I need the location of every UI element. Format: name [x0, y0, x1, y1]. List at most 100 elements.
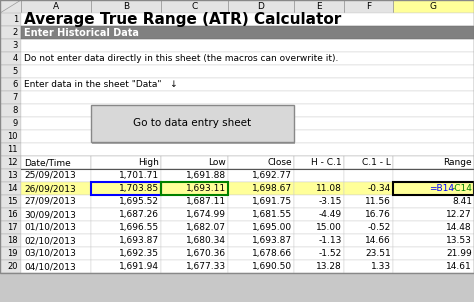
Text: Low: Low	[208, 158, 226, 167]
Text: 17: 17	[8, 223, 18, 232]
Text: -C14: -C14	[451, 184, 472, 193]
Text: 1,695.52: 1,695.52	[119, 197, 159, 206]
Text: 7: 7	[13, 93, 18, 102]
Text: 5: 5	[13, 67, 18, 76]
Bar	[344, 195, 393, 208]
Bar	[91, 221, 161, 234]
Text: 4: 4	[13, 54, 18, 63]
Text: F: F	[366, 2, 371, 11]
Text: 1,692.35: 1,692.35	[119, 249, 159, 258]
Text: 19: 19	[8, 249, 18, 258]
Text: 11.56: 11.56	[365, 197, 391, 206]
Text: 12: 12	[8, 158, 18, 167]
Text: High: High	[138, 158, 159, 167]
Bar	[161, 182, 228, 195]
Text: 16.76: 16.76	[365, 210, 391, 219]
Bar	[0, 169, 21, 182]
Text: Enter data in the sheet "Data"   ↓: Enter data in the sheet "Data" ↓	[24, 80, 178, 89]
Bar	[91, 195, 161, 208]
Bar	[294, 0, 344, 13]
Text: 18: 18	[8, 236, 18, 245]
Text: 14.61: 14.61	[446, 262, 472, 271]
Text: 3: 3	[13, 41, 18, 50]
Bar	[294, 208, 344, 221]
Bar	[344, 221, 393, 234]
Bar	[21, 91, 474, 104]
Text: H - C.1: H - C.1	[311, 158, 342, 167]
Text: G: G	[430, 2, 437, 11]
Bar	[91, 156, 161, 169]
Bar	[161, 0, 228, 13]
Bar	[228, 0, 294, 13]
Text: 02/10/2013: 02/10/2013	[24, 236, 76, 245]
Bar	[21, 260, 474, 273]
Bar	[0, 143, 21, 156]
Text: 1,682.07: 1,682.07	[186, 223, 226, 232]
Bar	[0, 104, 21, 117]
Bar	[228, 247, 294, 260]
Bar	[228, 208, 294, 221]
Text: 30/09/2013: 30/09/2013	[24, 210, 76, 219]
Bar	[161, 208, 228, 221]
Bar	[294, 260, 344, 273]
Text: Go to data entry sheet: Go to data entry sheet	[134, 118, 252, 128]
Bar	[393, 208, 474, 221]
Text: 8.41: 8.41	[452, 197, 472, 206]
Text: 12.27: 12.27	[447, 210, 472, 219]
Bar	[0, 78, 21, 91]
Text: C: C	[191, 2, 198, 11]
Text: 1,674.99: 1,674.99	[186, 210, 226, 219]
Bar	[344, 208, 393, 221]
Bar	[393, 182, 474, 195]
Bar	[21, 234, 91, 247]
Bar	[21, 195, 91, 208]
Text: 1,680.34: 1,680.34	[186, 236, 226, 245]
Text: 16: 16	[8, 210, 18, 219]
Bar	[21, 13, 474, 26]
Bar	[0, 0, 21, 13]
Bar	[228, 221, 294, 234]
Text: 14: 14	[8, 184, 18, 193]
Bar	[21, 39, 474, 52]
Bar	[344, 0, 393, 13]
Text: 1,691.88: 1,691.88	[186, 171, 226, 180]
Bar	[91, 0, 161, 13]
Text: 8: 8	[13, 106, 18, 115]
Text: -0.52: -0.52	[368, 223, 391, 232]
Text: 15: 15	[8, 197, 18, 206]
Bar	[91, 182, 161, 195]
Bar	[91, 105, 294, 142]
Text: C.1 - L: C.1 - L	[362, 158, 391, 167]
Text: 1,691.75: 1,691.75	[252, 197, 292, 206]
Text: 1,698.67: 1,698.67	[252, 184, 292, 193]
Bar	[91, 208, 161, 221]
Text: 1,693.87: 1,693.87	[252, 236, 292, 245]
Text: =B14: =B14	[429, 184, 454, 193]
Bar	[91, 169, 161, 182]
Text: -1.13: -1.13	[319, 236, 342, 245]
Text: Range: Range	[443, 158, 472, 167]
Bar	[161, 169, 228, 182]
Text: B: B	[123, 2, 129, 11]
Bar	[393, 156, 474, 169]
Bar	[92, 107, 295, 143]
Bar	[0, 13, 21, 26]
Bar	[228, 260, 294, 273]
Text: -4.49: -4.49	[319, 210, 342, 219]
Bar	[344, 156, 393, 169]
Bar	[294, 221, 344, 234]
Bar	[344, 260, 393, 273]
Bar	[21, 130, 474, 143]
Text: 21.99: 21.99	[446, 249, 472, 258]
Bar	[344, 234, 393, 247]
Bar	[0, 130, 21, 143]
Text: 04/10/2013: 04/10/2013	[24, 262, 76, 271]
Text: 1,703.85: 1,703.85	[119, 184, 159, 193]
Text: 13: 13	[8, 171, 18, 180]
Text: E: E	[316, 2, 322, 11]
Bar	[161, 234, 228, 247]
Bar	[344, 169, 393, 182]
Bar	[294, 156, 344, 169]
Bar	[21, 0, 91, 13]
Text: 13.53: 13.53	[446, 236, 472, 245]
